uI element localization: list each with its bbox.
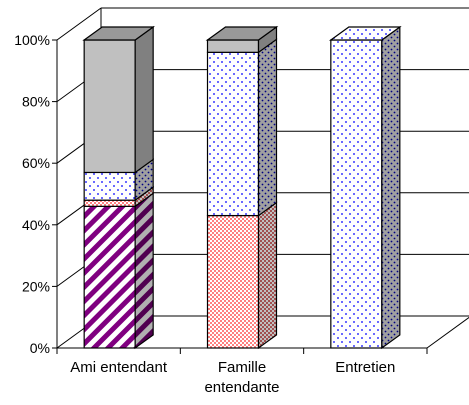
bar-segment <box>83 192 154 350</box>
category-label: Entretien <box>335 359 395 376</box>
y-tick-label: 0% <box>30 340 50 356</box>
category-label-line: Ami entendant <box>70 359 168 376</box>
labels: 0% 20% 40% 60% 80% 100% Ami entendant Famille en… <box>14 32 395 396</box>
category-label-line: Entretien <box>335 359 395 376</box>
category-label-line: entendante <box>204 379 279 396</box>
bar-side <box>134 192 154 350</box>
bar-front <box>83 199 136 207</box>
category-label: Famille entendante <box>204 359 279 396</box>
bars <box>82 25 402 350</box>
bar-top <box>82 26 156 41</box>
bar-top <box>328 26 402 41</box>
bar-side <box>257 201 278 350</box>
floor-right-edge <box>426 316 469 349</box>
y-tick-label: 20% <box>22 278 50 294</box>
bar-front <box>83 171 136 201</box>
bar-side <box>134 25 154 174</box>
bar-front <box>330 39 383 349</box>
bar-segment <box>206 201 278 350</box>
bar-side <box>381 25 401 350</box>
bar-segment <box>205 25 279 54</box>
bar-front <box>83 205 136 349</box>
y-tick-label: 60% <box>22 155 50 171</box>
y-tick-label: 40% <box>22 217 50 233</box>
y-tick-label: 80% <box>22 94 50 110</box>
bar-front <box>206 39 260 53</box>
category-label: Ami entendant <box>70 359 168 376</box>
y-tick-label: 100% <box>14 32 50 48</box>
bar-front <box>206 51 260 217</box>
bar-segment <box>206 38 278 217</box>
bar-front <box>83 39 136 174</box>
bar-segment <box>82 25 156 174</box>
bar-front <box>206 214 260 349</box>
bar-side <box>257 38 278 217</box>
gridline-diagonal <box>56 7 102 41</box>
bar-segment <box>328 25 402 350</box>
category-label-line: Famille <box>218 359 266 376</box>
bar-top <box>205 26 279 41</box>
